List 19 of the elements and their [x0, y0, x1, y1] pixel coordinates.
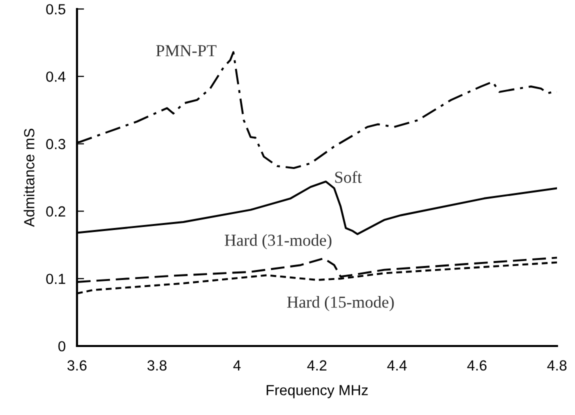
- x-tick-label: 4.6: [467, 360, 486, 371]
- x-tick-label: 4: [233, 360, 241, 370]
- y-tick-label: 0: [58, 341, 66, 352]
- x-tick-label: 3.6: [67, 360, 86, 371]
- series-label: PMN-PT: [156, 45, 216, 56]
- x-tick-label: 4.2: [307, 360, 326, 370]
- x-axis-title: Frequency MHz: [266, 385, 368, 398]
- series-label: Hard (15-mode): [287, 296, 394, 312]
- y-tick-label: 0.5: [46, 4, 66, 14]
- y-tick-label: 0.3: [46, 138, 66, 150]
- y-tick-label: 0.1: [46, 274, 66, 284]
- y-axis-title: Admittance mS: [24, 128, 34, 227]
- x-tick-label: 4.8: [547, 360, 567, 371]
- y-tick-label: 0.2: [46, 206, 66, 217]
- x-tick-label: 3.8: [147, 360, 167, 371]
- series-label: Hard (31-mode): [224, 234, 332, 250]
- x-tick-label: 4.4: [387, 360, 407, 370]
- series-label: Soft: [335, 171, 362, 183]
- y-tick-label: 0.4: [46, 72, 66, 82]
